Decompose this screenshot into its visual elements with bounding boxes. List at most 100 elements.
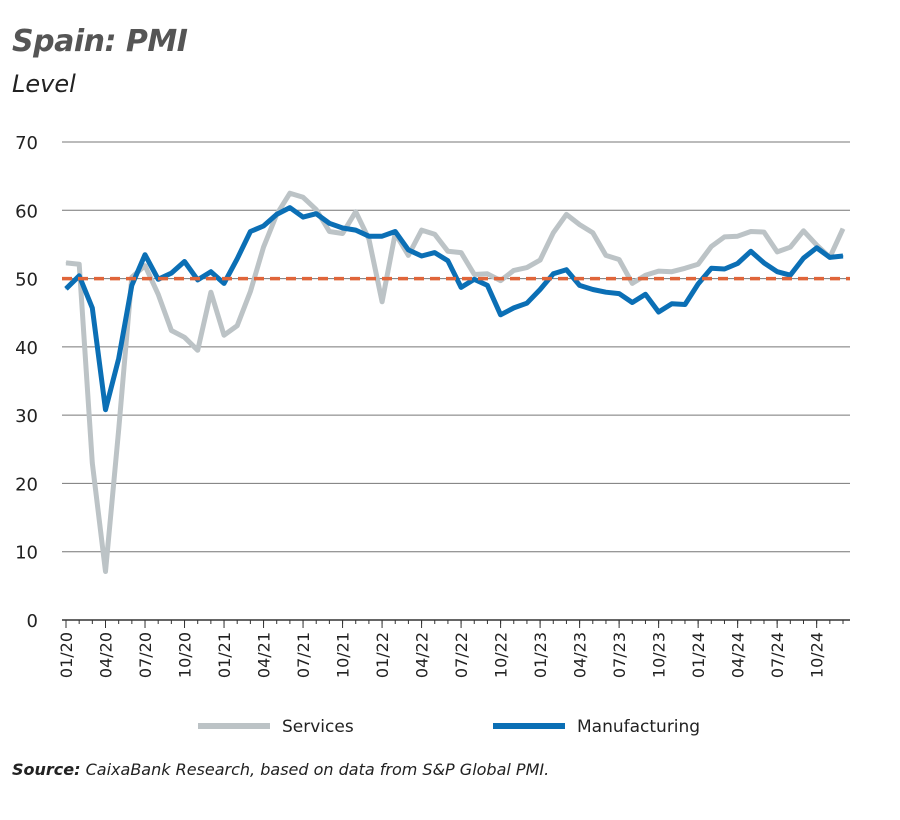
data-point-services	[78, 263, 80, 265]
data-point-manufacturing	[486, 284, 488, 286]
data-point-services	[684, 267, 686, 269]
data-point-manufacturing	[447, 260, 449, 262]
data-point-manufacturing	[513, 307, 515, 309]
data-point-services	[644, 274, 646, 276]
data-point-manufacturing	[170, 272, 172, 274]
data-point-manufacturing	[684, 304, 686, 306]
data-point-services	[447, 250, 449, 252]
data-point-services	[486, 273, 488, 275]
data-point-manufacturing	[776, 271, 778, 273]
x-tick-label: 01/23	[531, 632, 550, 678]
data-point-manufacturing	[631, 301, 633, 303]
data-point-manufacturing	[552, 273, 554, 275]
data-point-manufacturing	[802, 257, 804, 259]
data-point-manufacturing	[184, 261, 186, 262]
data-point-manufacturing	[763, 262, 765, 264]
data-point-services	[605, 254, 607, 256]
data-point-services	[223, 334, 225, 336]
data-point-services	[579, 224, 581, 226]
data-point-manufacturing	[302, 216, 304, 218]
data-point-manufacturing	[697, 283, 699, 285]
data-point-manufacturing	[592, 288, 594, 290]
x-tick-label: 01/22	[373, 632, 392, 678]
data-point-manufacturing	[658, 311, 660, 313]
data-point-services	[500, 280, 502, 282]
data-point-manufacturing	[91, 307, 93, 309]
data-point-services	[249, 291, 251, 293]
data-point-services	[328, 230, 330, 232]
source-note: Source: CaixaBank Research, based on dat…	[12, 760, 549, 779]
data-point-services	[592, 232, 594, 234]
data-point-manufacturing	[500, 314, 502, 316]
data-point-manufacturing	[579, 284, 581, 286]
x-tick-label: 07/22	[452, 632, 471, 678]
data-point-manufacturing	[737, 263, 739, 265]
data-point-manufacturing	[249, 230, 251, 232]
data-point-manufacturing	[526, 302, 528, 304]
data-point-manufacturing	[236, 258, 238, 260]
data-point-services	[315, 209, 317, 211]
x-tick-label: 07/20	[136, 632, 155, 678]
data-point-services	[618, 258, 620, 260]
x-tick-label: 01/20	[57, 632, 76, 678]
data-point-services	[355, 211, 357, 213]
data-point-services	[184, 336, 186, 338]
data-point-services	[170, 329, 172, 331]
data-point-manufacturing	[842, 255, 844, 257]
x-tick-label: 07/24	[768, 632, 787, 678]
x-tick-label: 01/24	[689, 632, 708, 678]
data-point-manufacturing	[263, 225, 265, 227]
x-tick-label: 04/24	[729, 632, 748, 678]
data-point-services	[802, 230, 804, 232]
data-point-services	[210, 291, 212, 293]
data-point-manufacturing	[118, 357, 120, 359]
data-point-services	[631, 282, 633, 284]
data-point-manufacturing	[605, 291, 607, 293]
data-point-manufacturing	[210, 271, 212, 273]
data-point-manufacturing	[407, 249, 409, 251]
legend-label-manufacturing: Manufacturing	[577, 717, 700, 737]
data-point-services	[342, 233, 344, 235]
data-point-manufacturing	[342, 227, 344, 229]
data-point-manufacturing	[434, 252, 436, 254]
data-point-manufacturing	[381, 235, 383, 237]
data-point-manufacturing	[289, 207, 291, 209]
y-tick-label: 0	[27, 611, 38, 632]
data-point-services	[381, 301, 383, 303]
data-point-manufacturing	[355, 229, 357, 231]
data-point-services	[763, 231, 765, 233]
chart-subtitle: Level	[12, 70, 76, 98]
data-point-services	[526, 267, 528, 269]
legend-label-services: Services	[282, 717, 354, 737]
data-point-services	[368, 238, 370, 240]
y-tick-label: 60	[15, 201, 38, 222]
data-point-services	[473, 273, 475, 275]
data-point-services	[842, 228, 844, 230]
data-point-services	[105, 571, 107, 573]
data-point-services	[671, 271, 673, 273]
x-tick-label: 10/20	[176, 632, 195, 678]
data-point-manufacturing	[223, 282, 225, 284]
data-point-services	[421, 229, 423, 231]
data-point-manufacturing	[710, 267, 712, 269]
data-point-manufacturing	[368, 235, 370, 237]
series-line-services	[65, 190, 846, 574]
y-tick-label: 20	[15, 474, 38, 495]
data-point-manufacturing	[723, 268, 725, 270]
data-point-manufacturing	[394, 230, 396, 232]
x-tick-label: 04/20	[97, 632, 116, 678]
data-point-manufacturing	[144, 254, 146, 256]
data-point-services	[144, 265, 146, 267]
data-point-manufacturing	[328, 222, 330, 224]
data-point-manufacturing	[644, 293, 646, 295]
data-point-manufacturing	[421, 255, 423, 257]
data-point-services	[157, 293, 159, 295]
data-point-manufacturing	[131, 284, 133, 286]
data-point-services	[658, 270, 660, 272]
data-point-services	[302, 196, 304, 198]
data-point-services	[263, 246, 265, 248]
data-point-manufacturing	[78, 275, 80, 277]
data-point-services	[434, 233, 436, 235]
data-point-manufacturing	[565, 269, 567, 271]
